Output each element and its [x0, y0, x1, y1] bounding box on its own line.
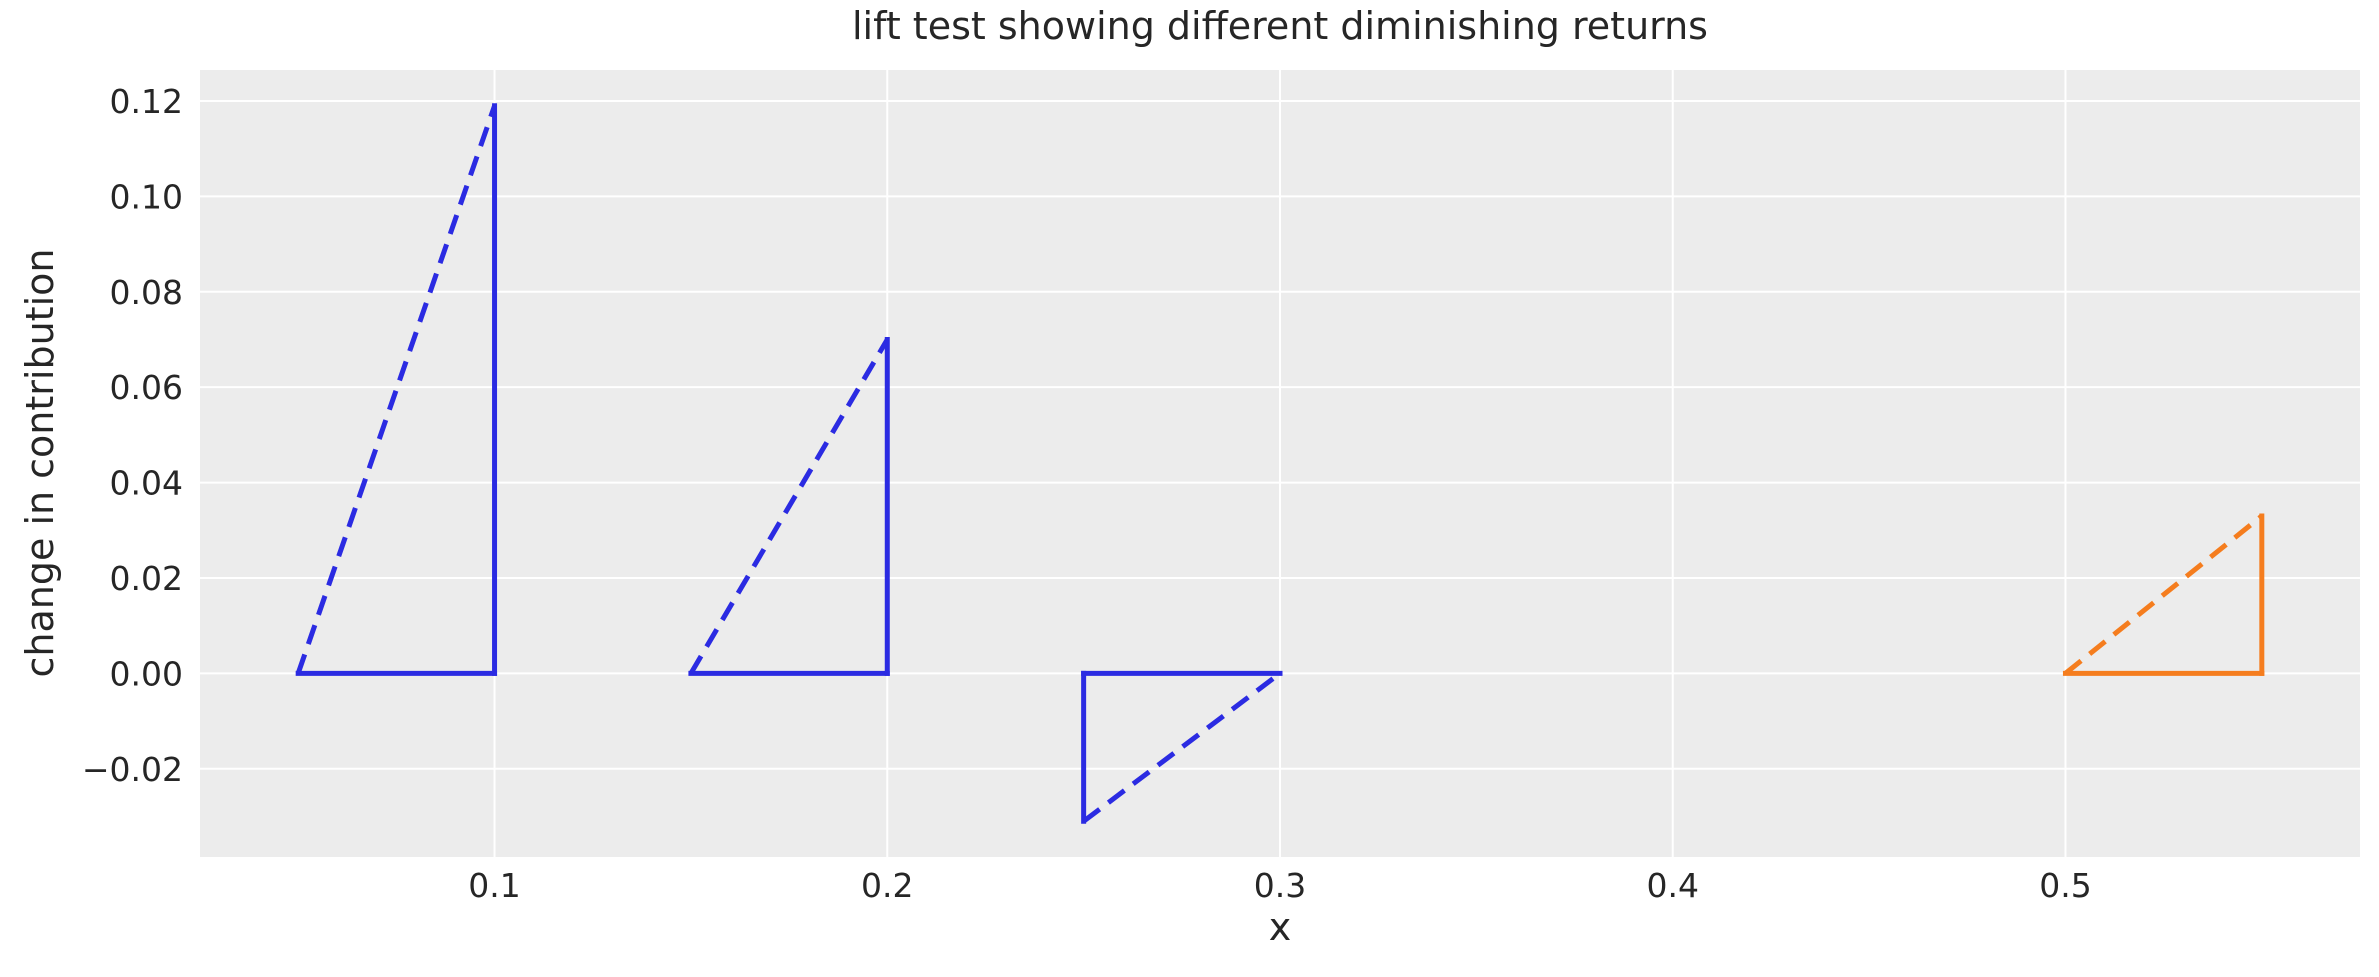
- x-tick-label: 0.4: [1646, 866, 1698, 905]
- lift-triangle-4: [2062, 513, 2265, 676]
- y-axis-label: change in contribution: [18, 248, 62, 678]
- y-tick-label: 0.00: [110, 654, 183, 693]
- lift-triangle-3-dashed-edge: [1082, 671, 1282, 824]
- lift-triangle-2-dashed-edge: [688, 338, 890, 675]
- lift-triangle-4-dashed-edge: [2063, 514, 2264, 676]
- lift-triangle-1: [295, 103, 498, 676]
- y-tick-label: 0.06: [110, 368, 183, 407]
- y-tick-label: 0.12: [110, 82, 183, 121]
- x-tick-label: 0.1: [468, 866, 520, 905]
- y-tick-label: 0.10: [110, 177, 183, 216]
- y-tick-label: 0.08: [110, 273, 183, 312]
- y-tick-label: −0.02: [82, 750, 183, 789]
- x-tick-label: 0.3: [1254, 866, 1306, 905]
- lift-triangle-2: [688, 336, 890, 676]
- y-tick-label: 0.02: [110, 559, 183, 598]
- x-tick-label: 0.2: [861, 866, 913, 905]
- lift-triangle-3: [1081, 670, 1283, 824]
- chart-title: lift test showing different diminishing …: [852, 4, 1708, 48]
- x-tick-label: 0.5: [2039, 866, 2091, 905]
- x-axis-label: x: [1268, 905, 1292, 949]
- lift-triangle-1-dashed-edge: [295, 104, 497, 675]
- y-tick-label: 0.04: [110, 464, 183, 503]
